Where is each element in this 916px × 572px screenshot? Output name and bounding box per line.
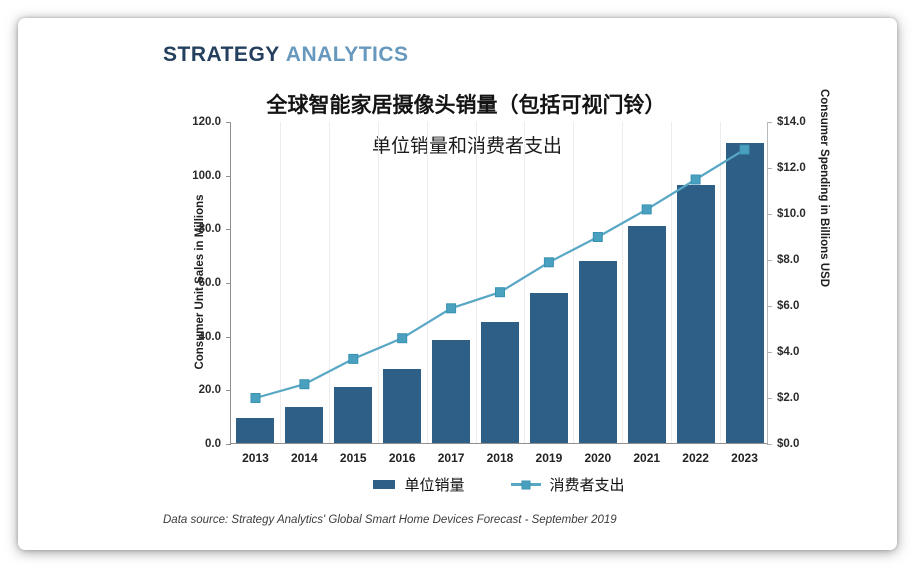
spending-marker-2014 [299,379,310,390]
bar-2013 [236,417,275,443]
x-axis-label-2021: 2021 [633,451,661,465]
legend-label-spending: 消费者支出 [549,477,625,494]
gridline-vertical [279,122,281,443]
x-axis-label-2019: 2019 [535,451,563,465]
logo-word-strategy: STRATEGY [163,43,280,66]
left-axis-tickmark [226,444,231,445]
bar-2023 [725,142,764,443]
x-axis-label-2017: 2017 [437,451,465,465]
gridline-vertical [622,122,624,443]
bar-2019 [529,292,568,443]
right-axis-tickmark [767,444,772,445]
right-axis-tick-label: $0.0 [777,438,800,450]
x-axis-label-2022: 2022 [682,451,709,465]
left-axis-tick-label: 120.0 [192,116,221,128]
spending-marker-2023 [739,144,750,155]
left-axis-tick-label: 0.0 [205,438,221,450]
right-axis-tickmark [767,398,772,399]
left-axis-tick-label: 100.0 [192,169,221,182]
bar-2021 [627,225,666,443]
gridline-vertical [671,122,673,443]
right-axis-tick-label: $2.0 [777,392,800,404]
x-axis-label-2014: 2014 [291,451,318,465]
spending-marker-2022 [690,174,701,185]
gridline-vertical [328,122,330,443]
right-axis-tickmark [767,306,772,307]
right-axis-tickmark [767,214,772,215]
spending-marker-2013 [250,393,261,403]
gridline-vertical [720,122,722,443]
spending-marker-2018 [495,287,505,298]
spending-marker-2017 [446,303,457,314]
bar-2015 [334,386,373,443]
x-axis-label-2023: 2023 [731,451,758,465]
right-axis-tickmark [767,122,772,123]
chart-legend: 单位销量 消费者支出 [230,474,768,495]
right-axis-tickmark [767,168,772,169]
plot-area: 0.0 20.0 40.0 60.0 80.0 100.0 120.0 $0.0 $2.0 $4.… [192,116,806,465]
left-axis-tickmark [226,229,231,231]
legend-item-unit-sales: 单位销量 [373,474,465,495]
gridline-vertical [426,122,428,443]
right-axis-tick-label: $8.0 [777,254,800,266]
spending-marker-2016 [397,333,408,344]
x-axis-label-2015: 2015 [339,451,367,465]
left-axis-tickmark [226,336,231,338]
x-axis-label-2020: 2020 [584,451,612,465]
legend-item-spending: 消费者支出 [510,474,625,495]
spending-marker-2020 [592,232,603,242]
chart-title: 全球智能家居摄像头销量（包括可视门铃） [266,94,666,117]
line-series-swatch [510,480,541,489]
right-axis-tick-label: $6.0 [777,300,800,312]
left-axis-tick-label: 60.0 [198,277,221,289]
logo-word-analytics: ANALYTICS [285,43,409,66]
left-axis-tickmark [226,122,231,123]
chart-card: STRATEGY ANALYTICS 全球智能家居摄像头销量（包括可视门铃） 单位… [18,18,897,550]
left-axis-tickmark [226,283,231,284]
spending-line-series [250,144,750,403]
bar-2014 [285,406,324,443]
x-axis-label-2013: 2013 [242,451,269,465]
right-axis-tickmark [767,352,772,353]
right-axis-tick-label: $10.0 [777,208,806,220]
x-axis-label-2016: 2016 [388,451,416,465]
spending-line [255,148,746,400]
bar-2022 [676,185,715,443]
spending-marker-2021 [641,204,652,215]
gridline-vertical [475,122,477,443]
legend-label-unit-sales: 单位销量 [404,477,465,494]
bar-2017 [432,339,471,443]
left-axis-tickmark [226,175,231,177]
left-axis-tick-label: 80.0 [198,223,221,236]
gridline-vertical [524,122,526,443]
spending-marker-2015 [348,353,359,364]
x-axis-label-2018: 2018 [486,451,514,465]
data-source-note: Data source: Strategy Analytics' Global … [163,514,617,526]
right-axis-tick-label: $12.0 [777,162,806,174]
strategy-analytics-logo: STRATEGY ANALYTICS [163,43,409,67]
gridline-vertical [573,122,575,443]
bar-series-swatch [373,480,396,489]
left-axis-tickmark [226,390,231,392]
right-axis-tick-label: $4.0 [777,346,800,358]
gridline-vertical [377,122,379,443]
bar-2016 [383,369,422,443]
left-axis-tick-label: 40.0 [198,330,221,343]
line-marker-swatch [521,480,530,489]
right-axis-tick-label: $14.0 [777,116,806,128]
bar-2018 [481,322,519,443]
chart-subtitle: 单位销量和消费者支出 [371,136,562,157]
spending-marker-2019 [543,257,554,268]
left-axis-tick-label: 20.0 [198,384,221,397]
right-axis-tickmark [767,260,772,261]
right-axis-title: Consumer Spending in Billions USD [818,88,830,288]
bar-2020 [578,260,617,443]
